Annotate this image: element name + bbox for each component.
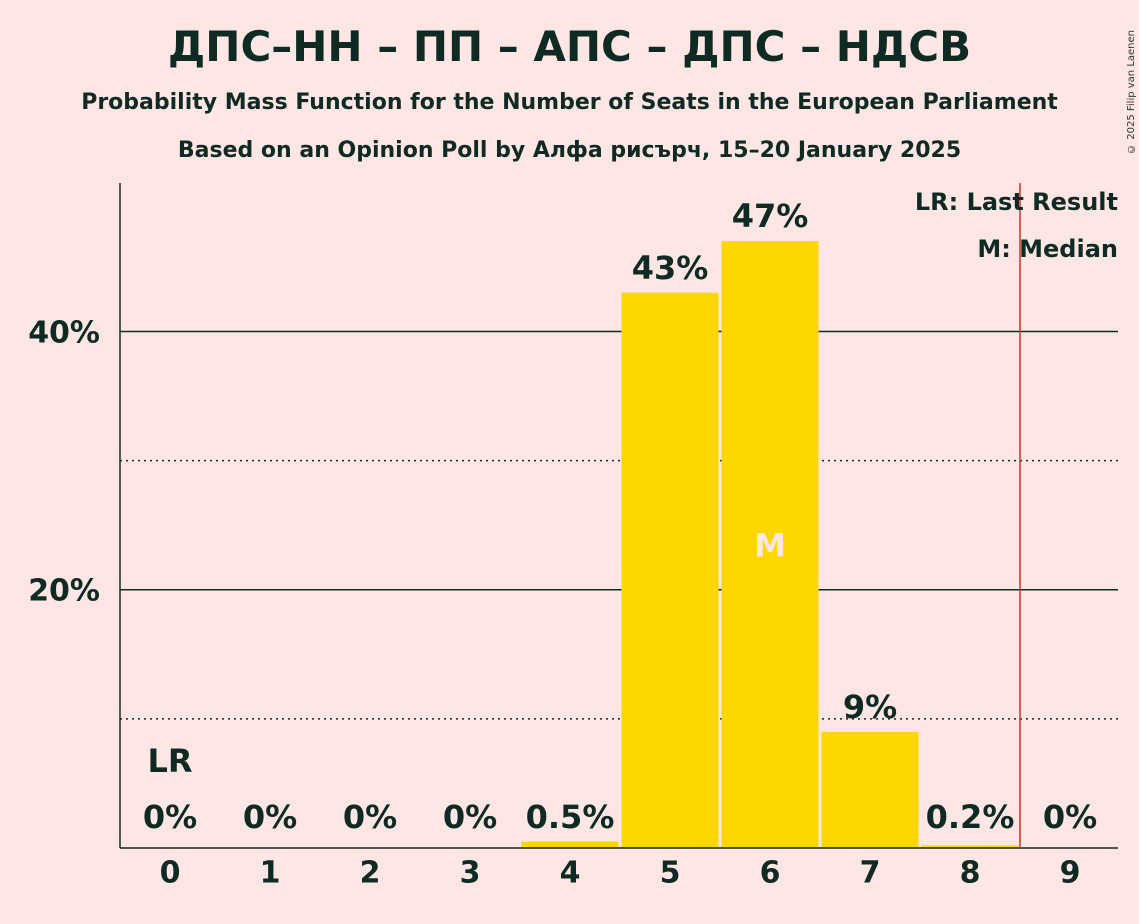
x-tick-label-4: 4 (560, 856, 581, 891)
value-label-7: 9% (843, 688, 897, 726)
bars (521, 241, 1019, 848)
x-tick-label-8: 8 (960, 856, 981, 891)
x-tick-label-2: 2 (360, 856, 381, 891)
x-tick-label-5: 5 (660, 856, 681, 891)
bar-5 (621, 292, 719, 848)
chart-title: ДПС–НН – ПП – АПС – ДПС – НДСВ (167, 22, 972, 71)
chart-subtitle: Probability Mass Function for the Number… (81, 90, 1058, 115)
x-tick-label-7: 7 (860, 856, 881, 891)
x-tick-label-3: 3 (460, 856, 481, 891)
x-tick-label-0: 0 (160, 856, 181, 891)
x-tick-label-6: 6 (760, 856, 781, 891)
value-label-6: 47% (732, 197, 809, 235)
value-label-8: 0.2% (926, 798, 1015, 836)
y-tick-label: 40% (28, 315, 100, 350)
last-result-marker: LR (147, 742, 192, 780)
axes: 20% 40% 0 1 2 3 4 5 6 7 8 9 (28, 183, 1118, 891)
value-label-4: 0.5% (526, 798, 615, 836)
chart-source: Based on an Opinion Poll by Алфа рисърч,… (177, 138, 962, 163)
median-marker: M (754, 527, 786, 565)
bar-8 (921, 845, 1019, 848)
value-label-9: 0% (1043, 798, 1097, 836)
bar-6 (721, 241, 819, 848)
value-label-0: 0% (143, 798, 197, 836)
y-tick-label: 20% (28, 574, 100, 609)
gridlines (120, 330, 1118, 720)
value-label-3: 0% (443, 798, 497, 836)
x-tick-label-1: 1 (260, 856, 281, 891)
value-label-5: 43% (632, 249, 709, 287)
bar-7 (821, 731, 919, 848)
legend-median: M: Median (977, 235, 1118, 263)
bar-4 (521, 841, 619, 848)
legend-last-result: LR: Last Result (915, 188, 1118, 216)
legend: LR: Last Result M: Median (915, 188, 1118, 263)
x-tick-label-9: 9 (1060, 856, 1081, 891)
bar-labels: 0% 0% 0% 0% 0.5% 43% 47% 9% 0.2% 0% LR M (143, 197, 1097, 836)
value-label-1: 0% (243, 798, 297, 836)
value-label-2: 0% (343, 798, 397, 836)
